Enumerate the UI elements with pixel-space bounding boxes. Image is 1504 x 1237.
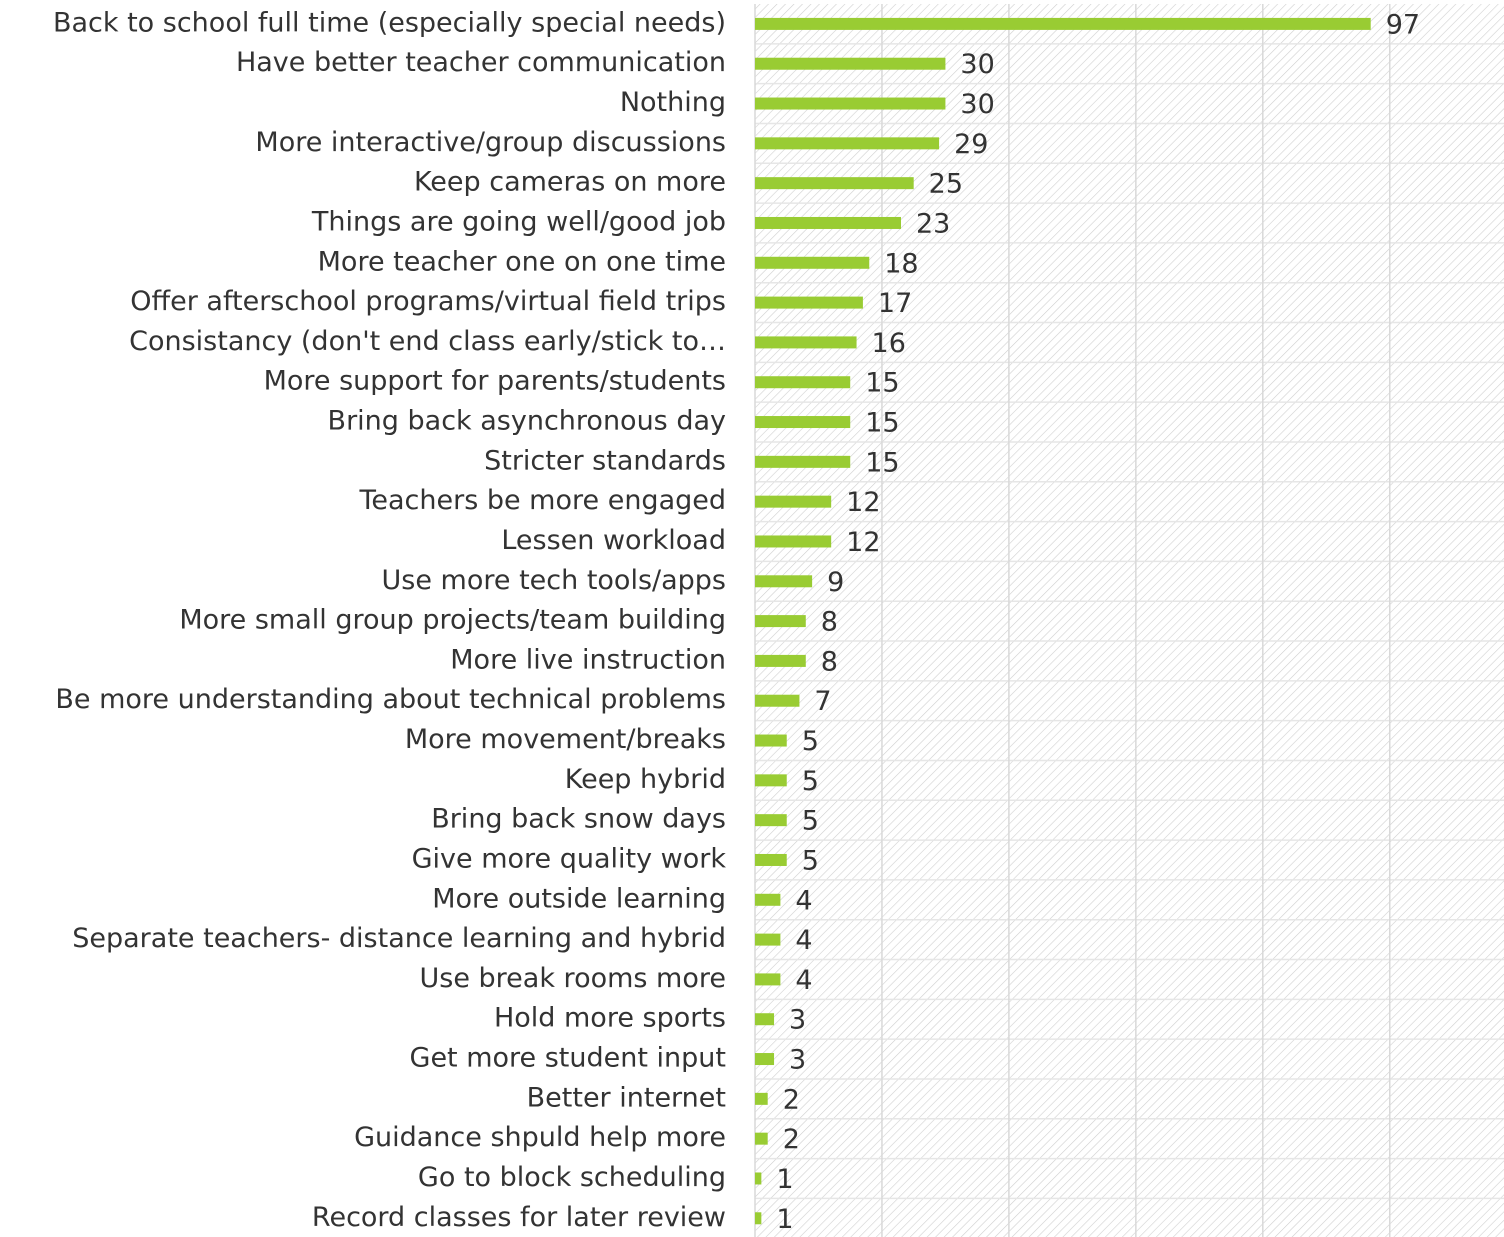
category-label: Have better teacher communication: [236, 47, 726, 78]
value-label: 30: [960, 89, 994, 120]
bar: [755, 376, 851, 389]
bar: [755, 177, 914, 190]
value-label: 8: [821, 646, 838, 677]
category-label: More support for parents/students: [264, 366, 726, 397]
category-label: Back to school full time (especially spe…: [53, 7, 726, 38]
value-label: 5: [802, 766, 819, 797]
bar: [755, 535, 832, 548]
value-label: 5: [802, 845, 819, 876]
category-label: Use more tech tools/apps: [382, 565, 726, 596]
bar: [755, 1212, 762, 1225]
category-label: Get more student input: [410, 1043, 726, 1074]
value-label: 29: [954, 129, 988, 160]
value-label: 30: [960, 49, 994, 80]
category-label: Offer afterschool programs/virtual field…: [130, 286, 726, 317]
category-label: Record classes for later review: [312, 1202, 726, 1233]
bar: [755, 256, 870, 269]
bar: [755, 495, 832, 508]
category-label: Go to block scheduling: [418, 1162, 726, 1193]
category-label: Give more quality work: [412, 843, 727, 874]
value-label: 15: [865, 368, 899, 399]
category-label: Separate teachers- distance learning and…: [72, 923, 726, 954]
bar: [755, 814, 787, 827]
category-label: More live instruction: [450, 644, 726, 675]
value-label: 5: [802, 806, 819, 837]
category-label: Keep cameras on more: [414, 167, 726, 198]
value-label: 17: [878, 288, 912, 319]
category-label: More teacher one on one time: [318, 246, 726, 277]
bar: [755, 97, 946, 110]
bar: [755, 893, 781, 906]
value-label: 15: [865, 408, 899, 439]
bar: [755, 416, 851, 429]
category-label: Keep hybrid: [565, 764, 726, 795]
value-label: 18: [884, 248, 918, 279]
category-label: More movement/breaks: [405, 724, 726, 755]
category-label: Lessen workload: [501, 525, 726, 556]
bar: [755, 774, 787, 787]
value-label: 7: [814, 686, 831, 717]
value-label: 1: [776, 1164, 793, 1195]
bar: [755, 1132, 768, 1145]
value-label: 5: [802, 726, 819, 757]
bar: [755, 853, 787, 866]
bar: [755, 455, 851, 468]
category-label: Bring back snow days: [431, 804, 726, 835]
value-label: 1: [776, 1204, 793, 1235]
bar: [755, 1092, 768, 1105]
value-label: 4: [795, 965, 812, 996]
bar: [755, 216, 901, 229]
plot-background: [755, 4, 1504, 1237]
category-label: More interactive/group discussions: [255, 127, 726, 158]
value-label: 4: [795, 925, 812, 956]
value-label: 4: [795, 885, 812, 916]
category-label: Things are going well/good job: [311, 206, 726, 237]
category-label: Guidance shpuld help more: [354, 1122, 726, 1153]
bar: [755, 296, 863, 309]
bar: [755, 933, 781, 946]
value-label: 25: [929, 169, 963, 200]
value-label: 15: [865, 447, 899, 478]
category-label: Be more understanding about technical pr…: [55, 684, 726, 715]
bar: [755, 615, 806, 628]
bar: [755, 1013, 775, 1026]
category-label: Teachers be more engaged: [358, 485, 726, 516]
value-label: 2: [783, 1084, 800, 1115]
bar: [755, 734, 787, 747]
bar: [755, 694, 800, 707]
value-label: 23: [916, 208, 950, 239]
bar: [755, 575, 813, 588]
value-label: 12: [846, 527, 880, 558]
category-label: Use break rooms more: [420, 963, 726, 994]
value-label: 16: [872, 328, 906, 359]
value-label: 97: [1386, 9, 1420, 40]
bar: [755, 336, 857, 349]
bar: [755, 973, 781, 986]
category-label: Nothing: [620, 87, 726, 118]
category-label: More outside learning: [432, 883, 726, 914]
bar: [755, 17, 1371, 30]
value-label: 3: [789, 1005, 806, 1036]
category-label: Better internet: [527, 1082, 726, 1113]
value-label: 8: [821, 607, 838, 638]
value-label: 9: [827, 567, 844, 598]
bar: [755, 57, 946, 70]
bar: [755, 1172, 762, 1185]
bar: [755, 1053, 775, 1066]
category-label: More small group projects/team building: [179, 605, 726, 636]
value-label: 2: [783, 1124, 800, 1155]
bar: [755, 654, 806, 667]
bar: [755, 137, 940, 150]
value-label: 12: [846, 487, 880, 518]
category-label: Stricter standards: [484, 445, 726, 476]
value-label: 3: [789, 1045, 806, 1076]
category-label: Consistancy (don't end class early/stick…: [129, 326, 726, 357]
category-label: Bring back asynchronous day: [328, 406, 726, 437]
category-label: Hold more sports: [494, 1003, 726, 1034]
